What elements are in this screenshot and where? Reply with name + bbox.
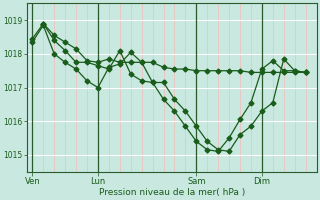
X-axis label: Pression niveau de la mer( hPa ): Pression niveau de la mer( hPa ): [99, 188, 245, 197]
